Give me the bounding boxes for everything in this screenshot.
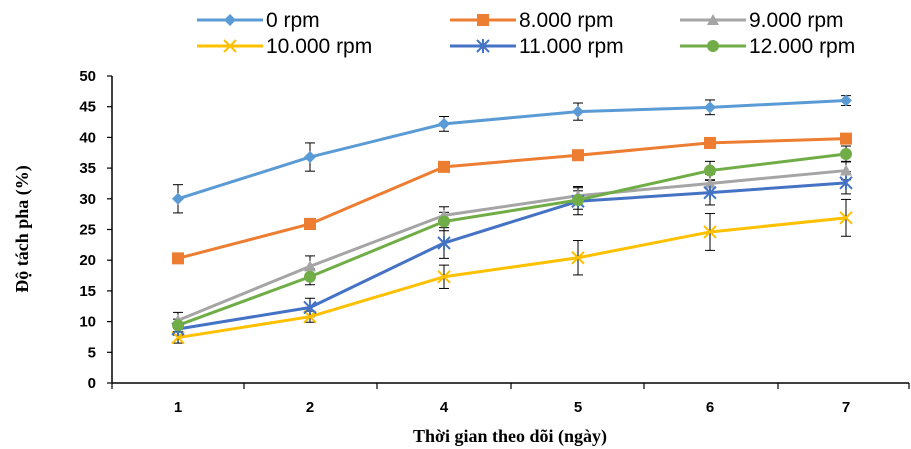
data-point (704, 136, 716, 149)
x-tick-label: 7 (842, 399, 850, 416)
y-axis-title: Độ tách pha (%) (12, 165, 33, 293)
data-point (172, 192, 184, 205)
data-point (438, 117, 450, 130)
legend-label: 11.000 rpm (519, 35, 624, 58)
legend-item: 8.000 rpm (450, 9, 614, 32)
data-point (172, 252, 184, 265)
y-tick-label: 25 (79, 222, 96, 239)
legend-marker (707, 14, 719, 25)
data-point (839, 175, 853, 190)
y-tick-label: 50 (79, 68, 96, 85)
y-tick-label: 15 (79, 283, 96, 300)
legend-marker (224, 14, 236, 26)
data-point (572, 105, 584, 118)
legend-item: 12.000 rpm (680, 35, 855, 58)
x-tick-label: 5 (574, 399, 582, 416)
data-point (437, 236, 451, 251)
series-line (177, 181, 847, 331)
y-tick-label: 45 (79, 99, 96, 116)
x-axis-title: Thời gian theo dõi (ngày) (413, 426, 607, 447)
y-tick-label: 35 (79, 160, 96, 177)
y-tick-label: 0 (88, 375, 96, 392)
legend-label: 12.000 rpm (749, 35, 855, 58)
data-point (303, 300, 317, 315)
legend-label: 9.000 rpm (749, 9, 844, 32)
data-point (839, 211, 853, 225)
data-point (704, 101, 716, 114)
legend-marker (223, 39, 237, 53)
x-tick-label: 1 (174, 399, 182, 416)
data-point (304, 151, 316, 164)
y-tick-label: 10 (79, 314, 96, 331)
series-line (177, 169, 847, 322)
data-point (703, 185, 717, 200)
series-line (177, 99, 847, 201)
y-tick-label: 30 (79, 191, 96, 208)
data-point (572, 149, 584, 162)
legend-label: 10.000 rpm (266, 35, 372, 58)
series-line (177, 152, 847, 327)
series-markers (171, 94, 853, 345)
y-tick-label: 40 (79, 129, 96, 146)
data-point (704, 164, 716, 177)
x-tick-label: 4 (440, 399, 449, 416)
legend-item: 10.000 rpm (197, 35, 372, 58)
data-point (304, 217, 316, 230)
series-line (177, 137, 847, 260)
data-point (704, 177, 716, 189)
series-lines (177, 99, 847, 340)
y-tick-label: 20 (79, 252, 96, 269)
legend-marker (476, 39, 490, 53)
data-point (304, 260, 316, 272)
x-tick-label: 2 (306, 399, 314, 416)
data-point (840, 94, 852, 107)
legend-marker (477, 14, 489, 26)
data-point (572, 194, 584, 207)
data-point (703, 225, 717, 239)
data-point (437, 270, 451, 284)
data-point (840, 147, 852, 160)
data-point (571, 251, 585, 265)
legend-item: 11.000 rpm (450, 35, 624, 58)
legend-label: 0 rpm (266, 9, 320, 32)
data-point (840, 132, 852, 145)
data-point (840, 164, 852, 176)
x-tick-label: 6 (706, 399, 714, 416)
legend-item: 9.000 rpm (680, 9, 844, 32)
data-point (304, 270, 316, 283)
legend-marker (707, 40, 719, 52)
legend: 0 rpm 8.000 rpm 9.000 rpm 10.000 rpm 11.000 … (197, 9, 855, 58)
data-point (438, 215, 450, 228)
error-bars (173, 95, 851, 344)
legend-label: 8.000 rpm (519, 9, 614, 32)
series-line (177, 216, 847, 340)
data-point (438, 160, 450, 173)
legend-item: 0 rpm (197, 9, 320, 32)
data-point (172, 319, 184, 332)
y-tick-label: 5 (88, 344, 96, 361)
